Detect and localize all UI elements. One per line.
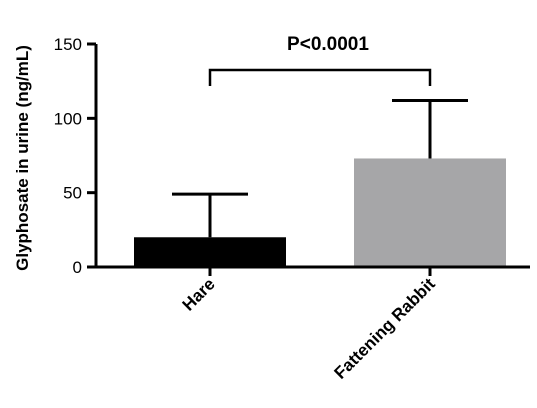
- significance-label: P<0.0001: [287, 34, 369, 55]
- bar-fattening-rabbit: [354, 158, 506, 267]
- y-tick-label: 50: [63, 184, 82, 203]
- y-axis-title-group: Glyphosate in urine (ng/mL): [13, 45, 32, 271]
- y-tick-label: 100: [54, 109, 82, 128]
- bar-hare: [134, 237, 286, 267]
- significance-bracket: [208, 68, 432, 86]
- y-tick-label: 0: [73, 258, 82, 277]
- y-tick-label: 150: [54, 35, 82, 54]
- plot-area: 0 50 100 150 Hare Fattening Rabbit P<0.0001: [54, 34, 530, 383]
- y-axis-title: Glyphosate in urine (ng/mL): [13, 45, 32, 271]
- x-tick-label: Hare: [179, 274, 219, 314]
- x-tick-label: Fattening Rabbit: [331, 274, 439, 382]
